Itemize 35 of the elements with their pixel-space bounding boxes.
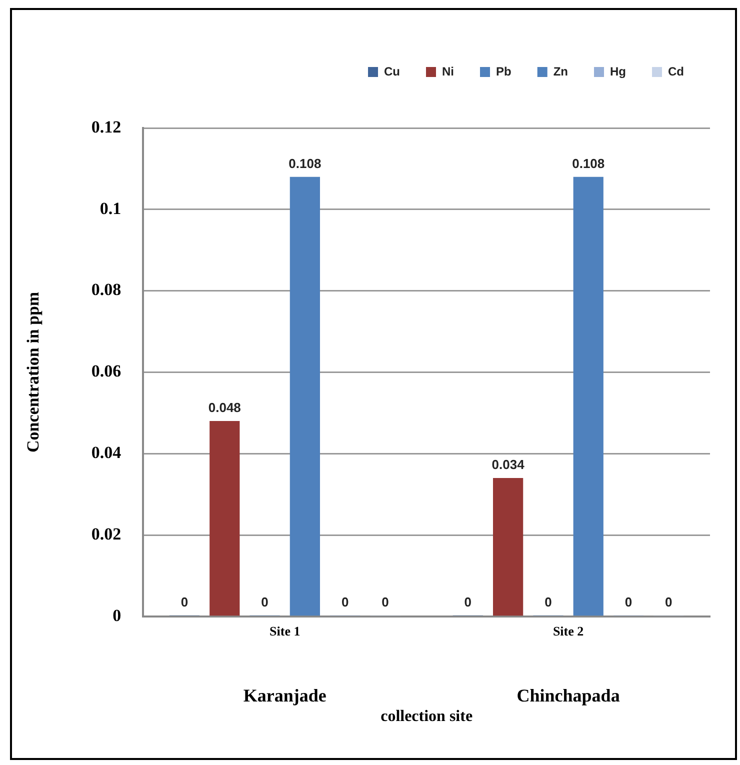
data-label: 0.108: [572, 156, 605, 171]
text: collection site: [380, 708, 473, 726]
y-axis-title: Concentration in ppm: [24, 292, 43, 452]
data-label: 0.108: [288, 156, 322, 171]
legend-label: Pb: [496, 64, 512, 78]
data-label: 0: [382, 594, 389, 610]
bar: [493, 478, 524, 616]
legend-label: Hg: [610, 64, 626, 78]
data-label: 0: [544, 594, 552, 610]
y-tick-label: 0.08: [91, 280, 122, 300]
bar: [290, 176, 320, 616]
x-tick-label: Site 1: [270, 624, 300, 639]
data-label: 0: [261, 594, 268, 610]
y-tick-label: 0.1: [100, 198, 122, 218]
data-label: 0: [341, 594, 349, 610]
text: Chinchapada: [516, 686, 620, 706]
data-label: 0.048: [208, 400, 241, 416]
legend-label: Ni: [442, 64, 454, 78]
bar: [210, 421, 240, 616]
x-tick-label: Site 2: [552, 624, 584, 639]
y-tick-label: 0.02: [91, 524, 122, 544]
legend-label: Zn: [553, 64, 568, 78]
data-label: 0: [180, 594, 188, 610]
y-tick-label: 0: [112, 606, 122, 625]
data-label: 0.034: [492, 457, 526, 472]
y-tick-label: 0.06: [91, 362, 122, 381]
y-tick-label: 0.12: [91, 117, 122, 136]
legend-label: Cd: [668, 64, 684, 78]
bar: [573, 176, 604, 616]
data-label: 0: [624, 594, 632, 610]
y-tick-label: 0.04: [91, 442, 122, 462]
data-label: 0: [665, 594, 672, 610]
text: Karanjade: [243, 686, 326, 706]
data-label: 0: [464, 594, 472, 610]
legend-label: Cu: [384, 64, 400, 78]
